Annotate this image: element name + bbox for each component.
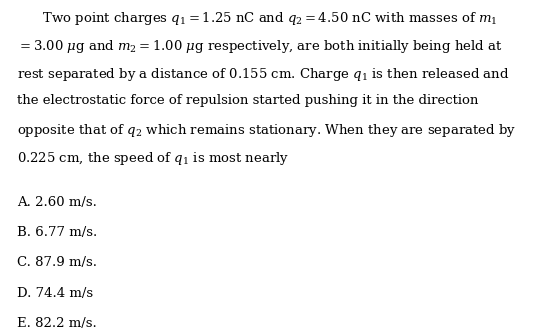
Text: E. 82.2 m/s.: E. 82.2 m/s.: [17, 317, 96, 329]
Text: D. 74.4 m/s: D. 74.4 m/s: [17, 287, 93, 300]
Text: opposite that of $q_2$ which remains stationary. When they are separated by: opposite that of $q_2$ which remains sta…: [17, 122, 516, 139]
Text: C. 87.9 m/s.: C. 87.9 m/s.: [17, 256, 97, 269]
Text: rest separated by a distance of 0.155 cm. Charge $q_1$ is then released and: rest separated by a distance of 0.155 cm…: [17, 66, 509, 83]
Text: B. 6.77 m/s.: B. 6.77 m/s.: [17, 226, 97, 239]
Text: 0.225 cm, the speed of $q_1$ is most nearly: 0.225 cm, the speed of $q_1$ is most nea…: [17, 150, 289, 167]
Text: $= 3.00\ \mu$g and $m_2 = 1.00\ \mu$g respectively, are both initially being hel: $= 3.00\ \mu$g and $m_2 = 1.00\ \mu$g re…: [17, 38, 502, 55]
Text: A. 2.60 m/s.: A. 2.60 m/s.: [17, 196, 97, 209]
Text: the electrostatic force of repulsion started pushing it in the direction: the electrostatic force of repulsion sta…: [17, 94, 478, 107]
Text: Two point charges $q_1 = 1.25$ nC and $q_2 = 4.50$ nC with masses of $m_1$: Two point charges $q_1 = 1.25$ nC and $q…: [17, 10, 497, 27]
